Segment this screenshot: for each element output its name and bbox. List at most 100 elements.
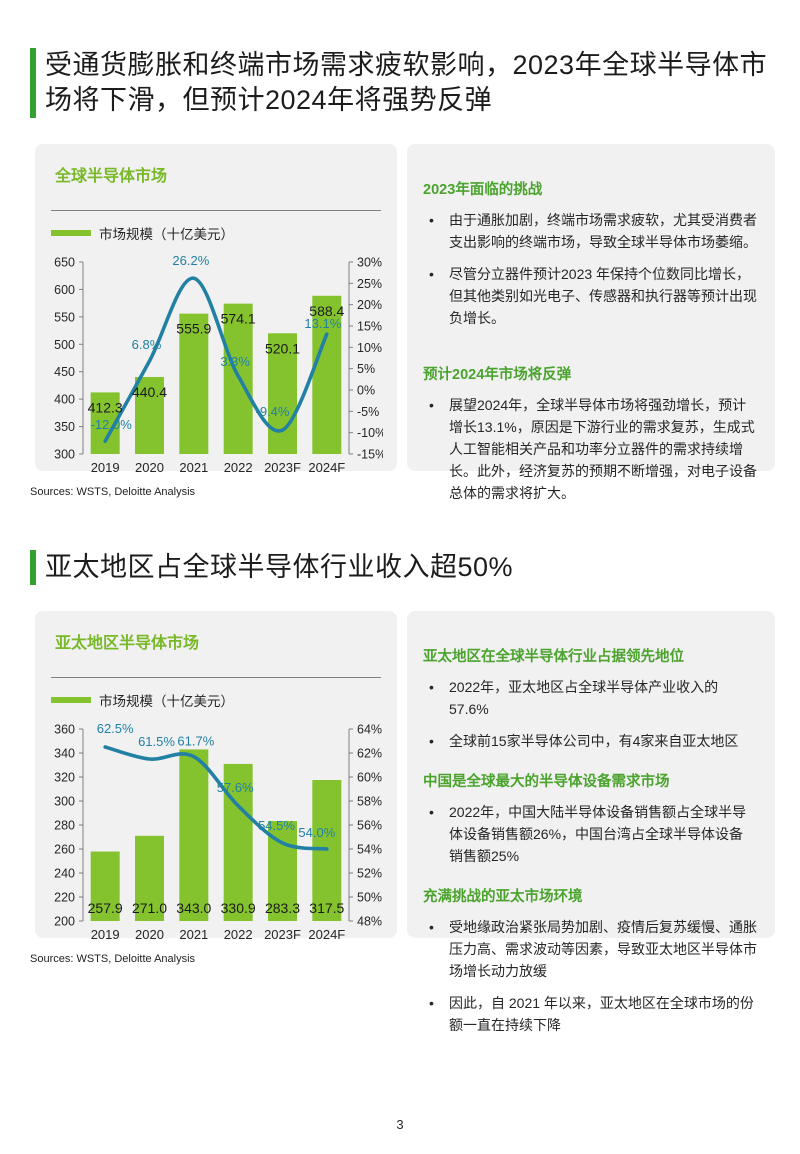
- bullet-item: • 2022年，亚太地区占全球半导体产业收入的57.6%: [423, 676, 757, 720]
- bar-value-label: 317.5: [309, 900, 344, 916]
- left-axis-tick-label: 450: [54, 365, 75, 379]
- trend-point-label: -12.0%: [91, 417, 133, 432]
- chart2-divider: [51, 677, 381, 678]
- panel-heading: 中国是全球最大的半导体设备需求市场: [423, 774, 670, 790]
- left-axis-tick-label: 350: [54, 420, 75, 434]
- bar-value-label: 555.9: [176, 321, 211, 337]
- bullet-text: 因此，自 2021 年以来，亚太地区在全球市场的份额一直在持续下降: [449, 995, 754, 1033]
- trend-point-label: 61.7%: [177, 734, 214, 749]
- category-label: 2020: [135, 927, 164, 942]
- global-semiconductor-chart: 650 600 550 500 450 400 350 300 30% 25% 20% 15% 10% 5…: [54, 253, 383, 475]
- right-axis-tick-label: 52%: [357, 867, 382, 881]
- section1-cards: 全球半导体市场 市场规模（十亿美元） 650 600 550 500 450 400 350…: [35, 144, 775, 501]
- bullet-item: • 全球前15家半导体公司中，有4家来自亚太地区: [423, 730, 757, 752]
- left-axis-tick-label: 550: [54, 310, 75, 324]
- panel-heading: 预计2024年市场将反弹: [423, 367, 572, 383]
- trend-point-label: 61.5%: [138, 734, 175, 749]
- right-axis-tick-label: 5%: [357, 362, 375, 376]
- panel-group: 亚太地区在全球半导体行业占据领先地位 • 2022年，亚太地区占全球半导体产业收…: [423, 645, 757, 752]
- panel-group: 预计2024年市场将反弹 • 展望2024年，全球半导体市场将强劲增长，预计增长…: [423, 363, 757, 504]
- section-apac-market: 亚太地区占全球半导体行业收入超50% 亚太地区半导体市场 市场规模（十亿美元） …: [0, 550, 800, 1033]
- category-label: 2021: [179, 460, 208, 475]
- global-chart-card: 全球半导体市场 市场规模（十亿美元） 650 600 550 500 450 400 350…: [35, 144, 397, 475]
- title-accent-bar: [30, 550, 36, 585]
- bullet-item: • 由于通胀加剧，终端市场需求疲软，尤其受消费者支出影响的终端市场，导致全球半导…: [423, 209, 757, 253]
- chart2-title: 亚太地区半导体市场: [55, 635, 200, 652]
- bullet-marker: •: [429, 397, 434, 413]
- category-label: 2024F: [308, 927, 345, 942]
- left-axis-tick-label: 200: [54, 915, 75, 929]
- chart2-legend: 市场规模（十亿美元）: [51, 691, 383, 709]
- bar-value-label: 412.3: [88, 399, 123, 415]
- bullet-text: 由于通胀加剧，终端市场需求疲软，尤其受消费者支出影响的终端市场，导致全球半导体市…: [449, 212, 757, 250]
- trend-line: [103, 276, 329, 443]
- category-label: 2022: [224, 927, 253, 942]
- bullet-text: 全球前15家半导体公司中，有4家来自亚太地区: [449, 733, 739, 749]
- category-label: 2020: [135, 460, 164, 475]
- trend-point-label: 3.3%: [220, 354, 250, 369]
- chart1-title: 全球半导体市场: [55, 168, 168, 185]
- left-axis-tick-label: 280: [54, 819, 75, 833]
- bullet-item: • 2022年，中国大陆半导体设备销售额占全球半导体设备销售额26%，中国台湾占…: [423, 801, 757, 867]
- left-axis-tick-label: 300: [54, 795, 75, 809]
- right-axis-tick-label: 60%: [357, 771, 382, 785]
- chart1-legend: 市场规模（十亿美元）: [51, 224, 383, 242]
- trend-point-label: -9.4%: [256, 404, 290, 419]
- bullet-marker: •: [429, 919, 434, 935]
- bar-value-label: 271.0: [132, 900, 167, 916]
- section2-title-row: 亚太地区占全球半导体行业收入超50%: [30, 550, 775, 585]
- bar: [312, 295, 342, 454]
- right-axis-tick-label: 0%: [357, 384, 375, 398]
- trend-point-label: 54.5%: [258, 818, 295, 833]
- section2-title: 亚太地区占全球半导体行业收入超50%: [45, 552, 514, 582]
- chart1-divider: [51, 210, 381, 211]
- bar-value-label: 257.9: [88, 900, 123, 916]
- bullet-item: • 因此，自 2021 年以来，亚太地区在全球市场的份额一直在持续下降: [423, 992, 757, 1036]
- bullet-text: 展望2024年，全球半导体市场将强劲增长，预计增长13.1%，原因是下游行业的需…: [449, 397, 757, 501]
- right-axis-tick-label: 54%: [357, 843, 382, 857]
- bullet-item: • 受地缘政治紧张局势加剧、疫情后复苏缓慢、通胀压力高、需求波动等因素，导致亚太…: [423, 916, 757, 982]
- section1-title: 受通货膨胀和终端市场需求疲软影响，2023年全球半导体市场将下滑，但预计2024…: [45, 50, 768, 115]
- trend-point-label: 26.2%: [172, 253, 209, 268]
- category-label: 2019: [91, 927, 120, 942]
- bar: [268, 333, 297, 454]
- right-axis-tick-label: 56%: [357, 819, 382, 833]
- left-axis-tick-label: 400: [54, 393, 75, 407]
- trend-point-label: 62.5%: [97, 721, 134, 736]
- left-axis-tick-label: 500: [54, 338, 75, 352]
- right-axis-tick-label: 30%: [357, 256, 382, 270]
- bar-value-label: 440.4: [132, 384, 167, 400]
- bullet-text: 2022年，亚太地区占全球半导体产业收入的57.6%: [449, 679, 719, 717]
- panel-group: 充满挑战的亚太市场环境 • 受地缘政治紧张局势加剧、疫情后复苏缓慢、通胀压力高、…: [423, 885, 757, 1036]
- trend-line: [103, 745, 329, 851]
- bar: [179, 749, 209, 921]
- section-global-market: 受通货膨胀和终端市场需求疲软影响，2023年全球半导体市场将下滑，但预计2024…: [0, 0, 800, 501]
- right-axis-tick-label: 64%: [357, 723, 382, 737]
- apac-notes-card: 亚太地区在全球半导体行业占据领先地位 • 2022年，亚太地区占全球半导体产业收…: [407, 611, 775, 1033]
- sources-line: Sources: WSTS, Deloitte Analysis: [30, 953, 196, 965]
- apac-chart-card: 亚太地区半导体市场 市场规模（十亿美元） 360 340 320 300 280 260 2…: [35, 611, 397, 942]
- left-axis-tick-label: 600: [54, 283, 75, 297]
- left-axis-tick-label: 220: [54, 891, 75, 905]
- category-label: 2023F: [264, 927, 301, 942]
- bar-value-label: 588.4: [309, 303, 344, 319]
- bullet-item: • 展望2024年，全球半导体市场将强劲增长，预计增长13.1%，原因是下游行业…: [423, 394, 757, 504]
- right-axis-tick-label: -5%: [357, 405, 379, 419]
- category-label: 2023F: [264, 460, 301, 475]
- bullet-item: • 尽管分立器件预计2023 年保持个位数同比增长，但其他类别如光电子、传感器和…: [423, 263, 757, 329]
- right-axis-tick-label: 58%: [357, 795, 382, 809]
- section1-title-row: 受通货膨胀和终端市场需求疲软影响，2023年全球半导体市场将下滑，但预计2024…: [30, 0, 775, 118]
- left-axis-tick-label: 650: [54, 256, 75, 270]
- bar-value-label: 283.3: [265, 900, 300, 916]
- panel-heading: 充满挑战的亚太市场环境: [423, 889, 583, 905]
- panel-heading: 2023年面临的挑战: [423, 182, 543, 198]
- bullet-marker: •: [429, 733, 434, 749]
- right-axis-tick-label: -10%: [357, 426, 383, 440]
- sources-line: Sources: WSTS, Deloitte Analysis: [30, 486, 196, 498]
- left-axis-tick-label: 340: [54, 747, 75, 761]
- right-axis-tick-label: 62%: [357, 747, 382, 761]
- bar-value-label: 330.9: [221, 900, 256, 916]
- bullet-marker: •: [429, 804, 434, 820]
- bullet-marker: •: [429, 212, 434, 228]
